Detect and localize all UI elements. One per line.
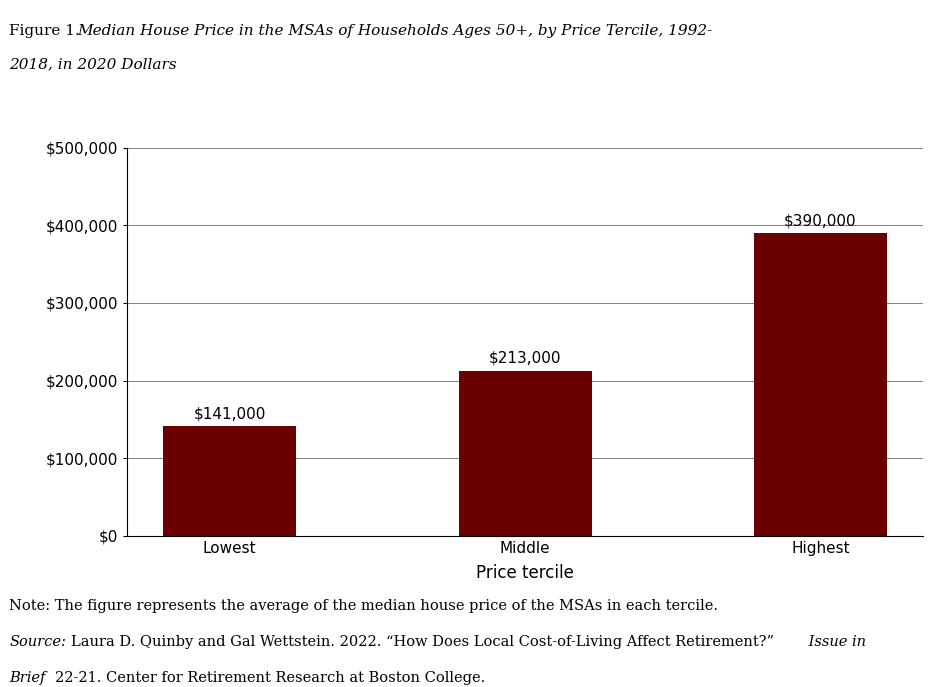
Text: $141,000: $141,000 <box>194 407 266 422</box>
Text: Figure 1.: Figure 1. <box>9 24 85 38</box>
Text: 22-21. Center for Retirement Research at Boston College.: 22-21. Center for Retirement Research at… <box>55 671 485 684</box>
Text: Brief: Brief <box>9 671 46 684</box>
Text: $213,000: $213,000 <box>489 351 561 366</box>
Text: Issue in: Issue in <box>804 635 866 649</box>
Bar <box>163 427 297 536</box>
X-axis label: Price tercile: Price tercile <box>477 564 574 582</box>
Text: Source:: Source: <box>9 635 66 649</box>
Text: $390,000: $390,000 <box>784 214 857 229</box>
Text: Laura D. Quinby and Gal Wettstein. 2022. “How Does Local Cost-of-Living Affect R: Laura D. Quinby and Gal Wettstein. 2022.… <box>71 635 773 649</box>
Bar <box>754 233 887 536</box>
Bar <box>459 370 592 536</box>
Text: Median House Price in the MSAs of Households Ages 50+, by Price Tercile, 1992-: Median House Price in the MSAs of Househ… <box>77 24 712 38</box>
Text: Note: The figure represents the average of the median house price of the MSAs in: Note: The figure represents the average … <box>9 599 719 613</box>
Text: 2018, in 2020 Dollars: 2018, in 2020 Dollars <box>9 57 177 71</box>
